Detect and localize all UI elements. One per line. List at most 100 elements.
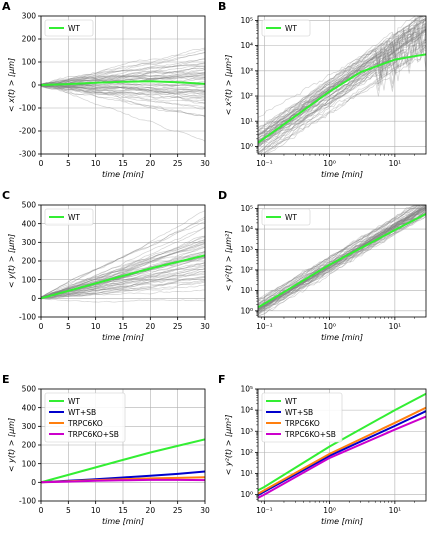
background-track: [41, 52, 205, 86]
background-track: [41, 280, 205, 299]
background-track: [41, 236, 205, 298]
background-track: [41, 240, 205, 298]
legend: WT: [44, 19, 94, 37]
background-track: [258, 22, 426, 136]
background-track: [41, 70, 205, 86]
background-track: [258, 205, 426, 301]
y-tick-label: 400: [22, 403, 37, 412]
x-tick-label: 25: [173, 506, 183, 515]
background-track: [41, 284, 205, 300]
plot-area: [258, 205, 426, 317]
background-track: [258, 28, 426, 153]
background-track: [258, 210, 426, 316]
x-tick-label: 10: [91, 322, 101, 331]
background-track: [258, 205, 426, 303]
x-tick-label: 25: [173, 159, 183, 168]
y-tick-label: 10⁴: [240, 41, 253, 50]
background-track: [258, 205, 426, 305]
background-track: [258, 205, 426, 306]
x-axis-label: time [min]: [102, 517, 144, 526]
x-tick-label: 10¹: [389, 322, 402, 331]
background-track: [258, 19, 426, 143]
x-tick-label: 0: [39, 322, 44, 331]
background-track: [41, 271, 205, 299]
background-track: [258, 16, 426, 129]
background-track: [258, 206, 426, 306]
x-tick-label: 10⁰: [323, 506, 336, 515]
y-tick-label: 10³: [240, 427, 253, 436]
background-track: [41, 84, 205, 89]
background-track: [41, 84, 205, 91]
background-track: [41, 85, 205, 108]
legend-box: [44, 19, 94, 37]
background-track: [41, 74, 205, 88]
y-tick-label: -200: [19, 127, 36, 136]
y-tick-label: 500: [22, 201, 37, 210]
background-track: [41, 85, 205, 102]
background-track: [258, 29, 426, 144]
x-axis-label: time [min]: [321, 517, 363, 526]
x-tick-label: 10¹: [389, 159, 402, 168]
legend-box: [261, 392, 343, 443]
background-track: [41, 49, 205, 86]
y-tick-label: 10³: [240, 66, 253, 75]
background-track: [258, 18, 426, 144]
background-track: [41, 84, 205, 99]
y-tick-label: 10¹: [240, 469, 253, 478]
x-axis-label: time [min]: [321, 170, 363, 179]
background-track: [41, 85, 205, 105]
background-track: [41, 58, 205, 86]
background-track: [258, 31, 426, 154]
legend-label: TRPC6KO+SB: [67, 430, 119, 439]
background-track: [41, 268, 205, 298]
background-track: [41, 85, 205, 98]
background-track: [41, 82, 205, 93]
y-tick-label: 10⁵: [240, 385, 253, 394]
panel-letter-c: C: [2, 189, 10, 202]
panel-letter-f: F: [218, 373, 226, 386]
y-tick-label: 300: [22, 12, 37, 21]
background-track: [258, 205, 426, 306]
legend-label: WT: [68, 213, 80, 222]
background-track: [258, 31, 426, 154]
grid: [258, 16, 426, 154]
legend: WT: [261, 19, 311, 37]
background-track: [258, 209, 426, 311]
background-track: [258, 213, 426, 312]
y-axis-label: < x(t) > [μm]: [7, 58, 16, 112]
background-track: [41, 84, 205, 99]
y-tick-label: 300: [22, 238, 37, 247]
legend-label: WT: [285, 397, 297, 406]
background-track: [41, 65, 205, 86]
background-track: [258, 24, 426, 140]
y-tick-label: 10⁴: [240, 406, 253, 415]
background-track: [41, 281, 205, 299]
y-tick-label: 10⁴: [240, 225, 253, 234]
background-track: [258, 29, 426, 154]
y-tick-label: 200: [22, 257, 37, 266]
y-tick-label: 10⁰: [240, 142, 253, 151]
background-track: [41, 82, 205, 88]
background-track: [41, 264, 205, 299]
x-tick-label: 10⁻¹: [256, 506, 273, 515]
background-track: [41, 264, 205, 299]
background-track: [41, 84, 205, 101]
background-track: [41, 275, 205, 298]
background-track: [41, 245, 205, 298]
background-track: [258, 205, 426, 300]
background-track: [258, 214, 426, 314]
legend-label: WT: [285, 24, 297, 33]
series-line-wt: [41, 80, 205, 86]
series-line-wt: [258, 53, 426, 144]
y-tick-label: 10³: [240, 245, 253, 254]
background-track: [258, 208, 426, 311]
x-tick-label: 20: [146, 159, 156, 168]
background-track: [41, 84, 205, 94]
background-track: [258, 19, 426, 141]
background-track: [258, 209, 426, 314]
y-tick-label: 100: [22, 275, 37, 284]
series-line-wt-plus-sb: [258, 410, 426, 496]
background-track: [41, 85, 205, 103]
background-track: [41, 81, 205, 88]
